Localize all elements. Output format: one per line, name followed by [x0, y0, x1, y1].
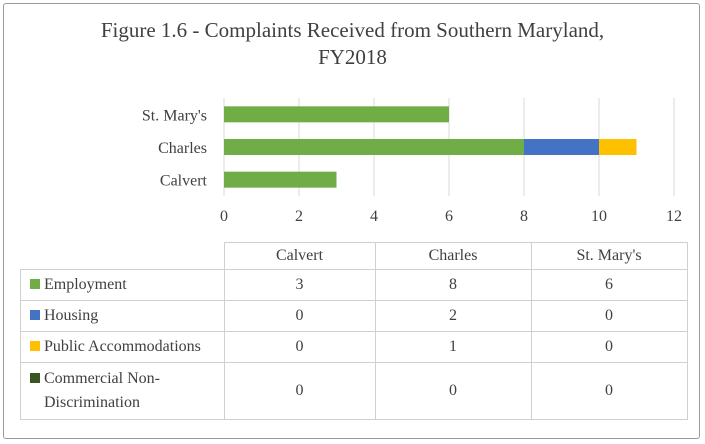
data-table-row-label: Commercial Non- Discrimination [20, 362, 225, 420]
data-table-header-charles: Charles [374, 242, 532, 270]
y-tick-label: Calvert [160, 173, 208, 190]
data-table-header-st-marys: St. Mary's [530, 242, 688, 270]
legend-key-commercial-non-discrimination [30, 373, 40, 383]
data-table-cell: 0 [223, 331, 376, 363]
x-tick-label: 8 [520, 208, 528, 225]
data-table-cell: 0 [530, 331, 688, 363]
data-table-row-housing: Housing 0 2 0 [20, 300, 688, 332]
data-table-corner [20, 242, 225, 270]
x-tick-label: 2 [295, 208, 303, 225]
data-table-cell: 1 [374, 331, 532, 363]
y-tick-label: Charles [158, 140, 207, 157]
legend-key-housing [30, 310, 40, 320]
chart-title: Figure 1.6 - Complaints Received from So… [0, 17, 705, 71]
legend-key-public-accommodations [30, 341, 40, 351]
data-table-row-commercial-non-discrimination: Commercial Non- Discrimination 0 0 0 [20, 362, 688, 420]
data-table-cell: 3 [223, 269, 376, 301]
data-table-cell: 0 [223, 362, 376, 420]
legend-label-housing: Housing [44, 307, 99, 324]
data-table-cell: 8 [374, 269, 532, 301]
data-table-row-label: Public Accommodations [20, 331, 225, 363]
data-table: Calvert Charles St. Mary's Employment 3 … [20, 242, 688, 420]
bar-segment [224, 171, 337, 188]
bar-segment [224, 139, 524, 155]
x-tick-label: 4 [370, 208, 378, 225]
bar-segment [599, 139, 637, 155]
x-tick-label: 10 [591, 208, 607, 225]
data-table-header-calvert: Calvert [223, 242, 376, 270]
chart-frame [3, 3, 700, 439]
data-table-cell: 0 [530, 362, 688, 420]
legend-key-employment [30, 279, 40, 289]
chart-title-line-2: FY2018 [318, 45, 387, 69]
data-table-cell: 0 [223, 300, 376, 332]
legend-label-commercial-line-1: Commercial Non- [44, 370, 160, 387]
legend-label-commercial-line-2: Discrimination [44, 394, 140, 411]
data-table-cell: 2 [374, 300, 532, 332]
data-table-row-label: Employment [20, 269, 225, 301]
x-tick-label: 12 [666, 208, 682, 225]
bar-segment [224, 106, 449, 123]
bar-segment [524, 139, 599, 155]
data-table-row-employment: Employment 3 8 6 [20, 269, 688, 301]
y-tick-label: St. Mary's [142, 107, 207, 124]
data-table-cell: 6 [530, 269, 688, 301]
data-table-cell: 0 [530, 300, 688, 332]
x-tick-label: 0 [220, 208, 228, 225]
x-tick-label: 6 [445, 208, 453, 225]
data-table-row-label: Housing [20, 300, 225, 332]
chart-title-line-1: Figure 1.6 - Complaints Received from So… [100, 18, 605, 42]
legend-label-employment: Employment [44, 276, 127, 293]
data-table-header-row: Calvert Charles St. Mary's [20, 242, 688, 270]
data-table-row-public-accommodations: Public Accommodations 0 1 0 [20, 331, 688, 363]
legend-label-public-accommodations: Public Accommodations [44, 338, 201, 355]
bar-chart-plot: 0 2 4 6 8 10 12 Calvert Charles St. Mary's [142, 98, 682, 225]
data-table-cell: 0 [374, 362, 532, 420]
